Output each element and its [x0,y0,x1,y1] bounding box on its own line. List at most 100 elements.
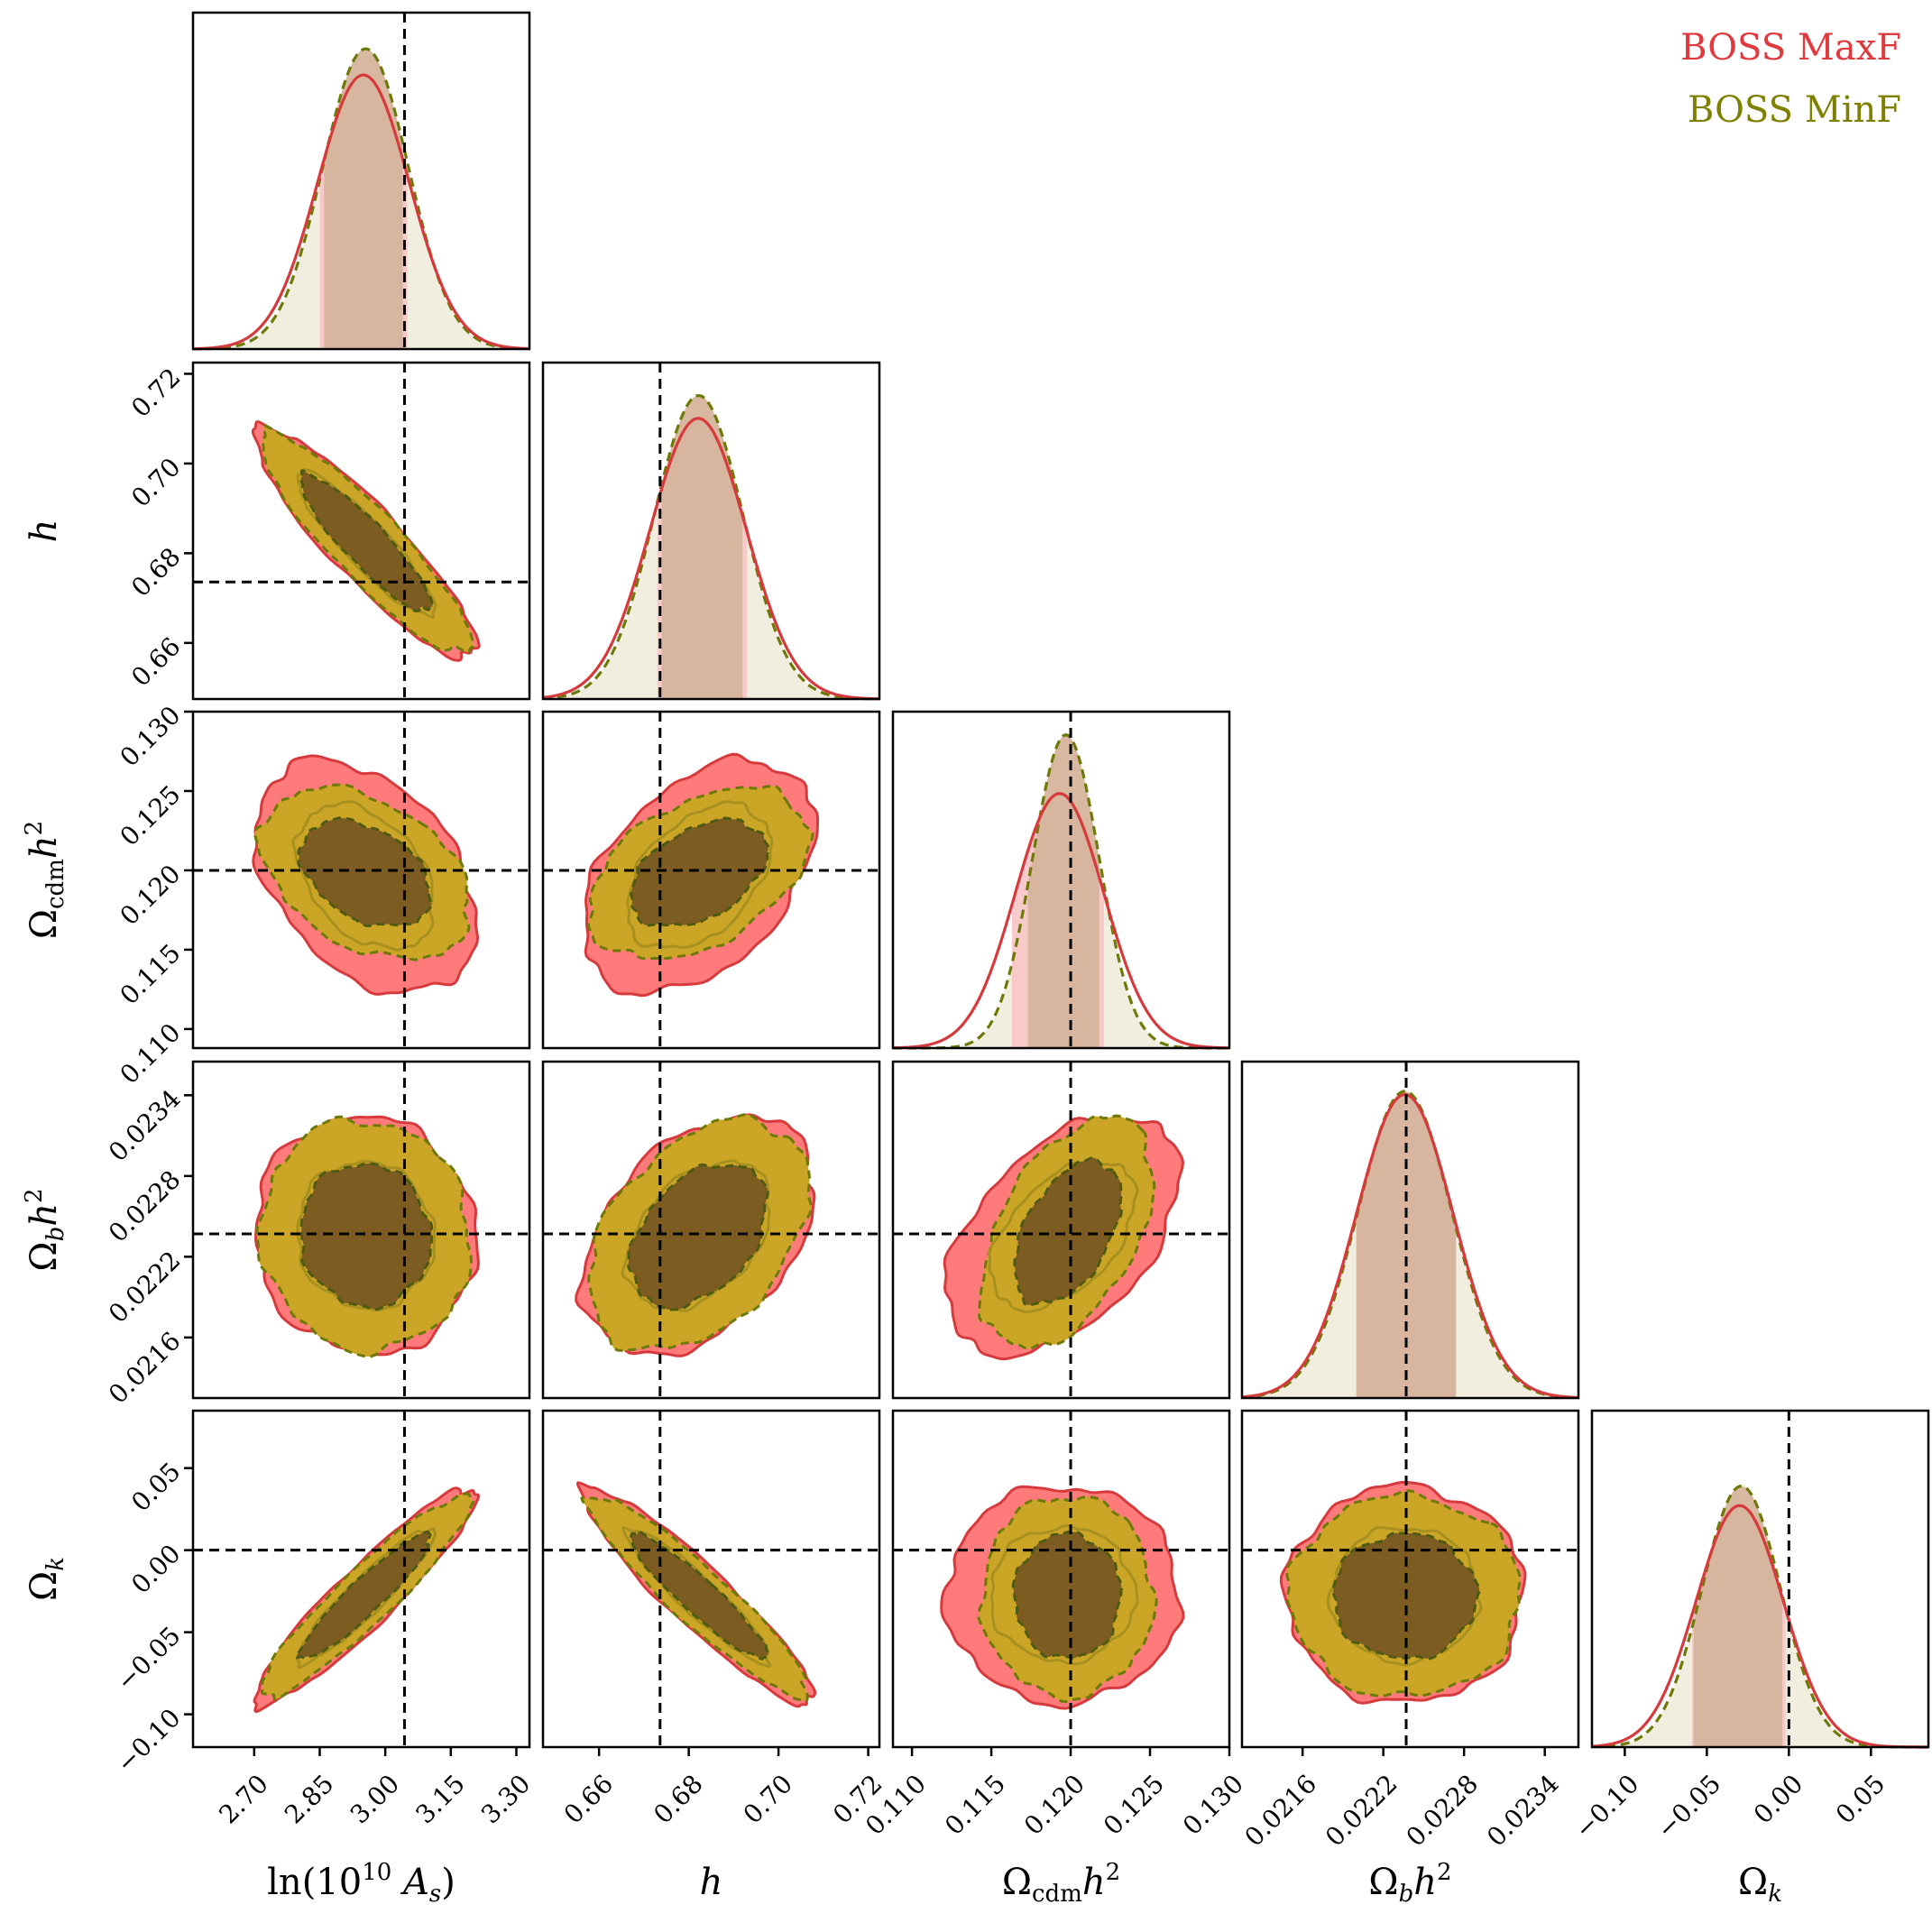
contour-panel-ok-vs-ocdm: 0.110 0.115 0.120 0.125 0.130 [860,1409,1249,1841]
axis-labels-lnAs: ln(1010 As) [267,1859,455,1908]
x-axis-label-ocdm: Ωcdmh2 [1002,1859,1120,1908]
y-axis-label-ocdm: Ωcdmh2 [21,821,69,939]
y-tick-label: 0.115 [115,938,187,1010]
marginal-panel-ocdm [891,710,1231,1050]
contour-panel-ob-vs-h [541,1060,881,1400]
panel-frame [541,1409,881,1749]
y-tick-label: 0.0234 [103,1084,187,1168]
x-axis-label-ok: Ωk [1738,1862,1782,1908]
minf-credible-band [1693,1486,1783,1747]
minf-contour-68 [626,1163,769,1311]
minf-credible-band [324,49,403,349]
maxf-contour-68 [626,800,774,949]
y-tick-label: 0.68 [125,542,186,603]
minf-posterior-curve [542,394,879,701]
legend: BOSS MaxF BOSS MinF [1680,27,1901,131]
x-tick-label: 0.130 [1177,1769,1249,1841]
panel-frame [541,710,881,1050]
panel-frame [191,1409,531,1749]
panel-frame [1240,1060,1580,1400]
panel-frame [891,1060,1231,1400]
axis-labels-h: hh [23,520,722,1903]
x-tick-label: 0.0234 [1481,1769,1565,1853]
x-axis-label-h: h [700,1862,723,1903]
minf-credible-band [1027,734,1099,1048]
y-tick-label: 0.72 [125,363,186,423]
x-axis-label-lnAs: ln(1010 As) [267,1859,455,1908]
x-tick-label: −0.05 [1651,1769,1726,1845]
maxf-posterior-curve [192,73,530,351]
minf-contour-68 [294,1530,432,1660]
minf-contour-68 [299,469,435,613]
maxf-posterior-curve [1241,1092,1579,1400]
x-tick-label: −0.10 [1569,1769,1644,1845]
panel-frame [1590,1409,1930,1749]
x-tick-label: 0.0228 [1401,1769,1485,1853]
minf-credible-band [661,395,743,699]
minf-contour-68 [1011,1530,1123,1660]
y-tick-label: 0.120 [115,859,187,931]
panel-frame [891,710,1231,1050]
panel-frame [1240,1409,1580,1749]
y-tick-label: −0.10 [111,1703,187,1779]
axis-labels-ob: Ωbh2 Ωbh2 [21,1188,1452,1908]
x-tick-label: 0.66 [558,1769,619,1829]
panel-frame [191,361,531,701]
maxf-posterior-curve [1591,1504,1928,1749]
contour-panel-ok-vs-lnAs: 2.70 2.85 3.00 3.15 3.30 −0.10−0.05 0.00 0.05 [111,1409,536,1829]
contour-panel-h-vs-lnAs: 0.66 0.68 0.70 0.72 [125,361,531,701]
y-tick-label: 0.0228 [103,1164,187,1248]
y-tick-label: 0.130 [115,700,187,772]
x-tick-label: 2.70 [213,1769,273,1829]
axis-labels-ocdm: Ωcdmh2 Ωcdmh2 [21,821,1120,1908]
marginal-panel-lnAs [191,11,531,351]
y-axis-label-ok: Ωk [23,1557,69,1601]
contour-panel-ocdm-vs-h [541,710,881,1050]
y-tick-label: −0.05 [111,1621,187,1697]
panel-frame [891,1409,1231,1749]
contour-panel-ok-vs-h: 0.66 0.68 0.70 0.72 [541,1409,888,1829]
x-tick-label: 0.115 [939,1769,1011,1841]
minf-posterior-curve [1241,1090,1578,1400]
y-tick-label: 0.125 [115,779,187,851]
minf-contour-68 [297,816,433,928]
maxf-contour-68 [296,468,437,620]
x-tick-label: 0.00 [1748,1769,1808,1829]
maxf-posterior-curve [542,417,880,701]
y-tick-label: 0.66 [125,631,186,692]
panel-frame [191,11,531,351]
panel-frame [541,361,881,701]
y-axis-label-h: h [23,520,65,543]
x-axis-label-ob: Ωbh2 [1368,1859,1451,1908]
y-tick-label: 0.110 [115,1017,187,1090]
contour-panel-ob-vs-ocdm [891,1060,1231,1400]
minf-contour-68 [630,816,770,927]
x-tick-label: 2.85 [279,1769,339,1829]
y-axis-label-ob: Ωbh2 [21,1188,69,1271]
y-tick-label: 0.00 [125,1539,186,1599]
x-tick-label: 3.15 [409,1769,470,1829]
x-tick-label: 3.30 [475,1769,536,1829]
marginal-panel-h [541,361,881,701]
x-tick-label: 0.125 [1098,1769,1170,1841]
marginal-panel-ob [1240,1060,1580,1400]
y-tick-label: 0.70 [125,452,186,512]
y-tick-label: 0.05 [125,1457,186,1517]
y-tick-label: 0.0222 [103,1246,187,1329]
x-tick-label: 0.70 [738,1769,798,1829]
x-tick-label: 0.68 [648,1769,708,1829]
panel-frame [541,1060,881,1400]
x-tick-label: 0.0222 [1320,1769,1403,1853]
panel-frame [191,1060,531,1400]
x-tick-label: 0.0216 [1239,1769,1323,1853]
maxf-contour-68 [990,1523,1139,1666]
x-tick-label: 3.00 [345,1769,405,1829]
panels: −0.10 −0.05 0.00 0.050.660.680.700.720.1100… [21,11,1930,1908]
maxf-contour-68 [296,1159,437,1312]
minf-contour-68 [1013,1156,1123,1307]
axis-labels-ok: Ωk Ωk [23,1557,1782,1908]
